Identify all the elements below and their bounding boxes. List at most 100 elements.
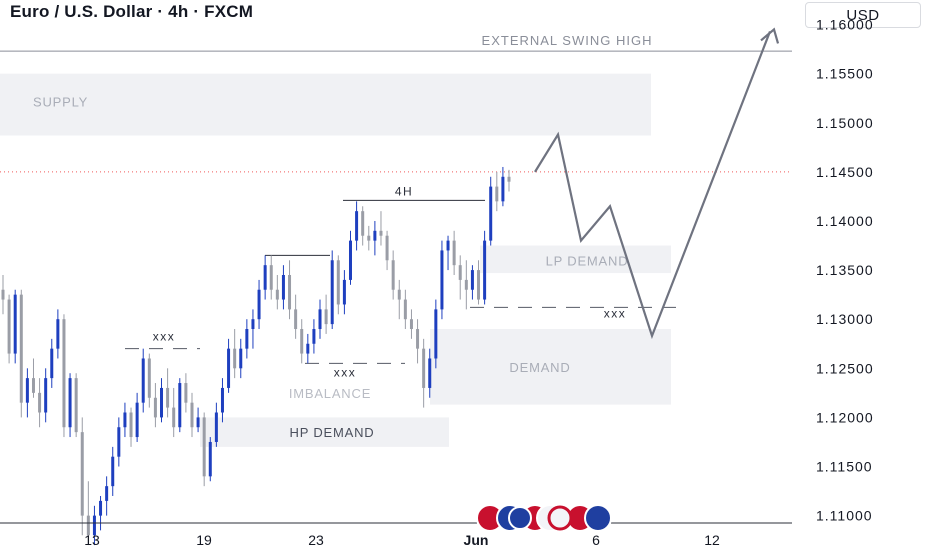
y-tick-label: 1.11000 xyxy=(816,508,873,524)
candle xyxy=(489,176,493,246)
candle xyxy=(239,338,243,379)
candle xyxy=(361,206,365,246)
candle-body xyxy=(367,235,371,241)
candle xyxy=(446,235,450,271)
candle xyxy=(178,378,182,433)
candle-body xyxy=(312,329,316,344)
candle-body xyxy=(160,387,164,418)
annotation-label: 4H xyxy=(395,184,413,198)
candle xyxy=(105,476,109,516)
candle-body xyxy=(135,402,139,438)
candle-body xyxy=(184,383,188,403)
candle-body xyxy=(141,358,145,403)
x-tick-label: 12 xyxy=(704,532,720,548)
candle xyxy=(263,255,267,300)
candle xyxy=(86,481,90,546)
candle-body xyxy=(178,383,182,428)
candle-body xyxy=(56,319,60,349)
zone-label: LP DEMAND xyxy=(546,254,629,269)
candle xyxy=(129,407,133,447)
candle-body xyxy=(318,309,322,330)
candle-body xyxy=(190,402,194,428)
candle xyxy=(294,294,298,339)
candle xyxy=(348,230,352,285)
candle-body xyxy=(86,515,90,536)
candle xyxy=(330,250,334,330)
candle-body xyxy=(44,378,48,413)
candle xyxy=(50,338,54,388)
candle-body xyxy=(62,319,66,428)
candle-body xyxy=(409,319,413,330)
candle-body xyxy=(147,358,151,398)
candle-body xyxy=(342,279,346,305)
candle-body xyxy=(25,378,29,403)
candle xyxy=(208,437,212,482)
candle-body xyxy=(227,348,231,388)
candle-body xyxy=(385,235,389,261)
candle xyxy=(300,319,304,364)
currency-selector[interactable]: USD xyxy=(805,2,921,28)
candle xyxy=(202,412,206,487)
candle xyxy=(385,230,389,271)
candle-body xyxy=(428,358,432,388)
candle xyxy=(306,333,310,364)
candle xyxy=(428,348,432,398)
x-tick-label: Jun xyxy=(464,532,489,548)
candle-body xyxy=(233,348,237,369)
candle xyxy=(111,446,115,496)
candle xyxy=(416,319,420,364)
candle xyxy=(312,319,316,354)
x-tick-label: 19 xyxy=(196,532,212,548)
annotation-label: xxx xyxy=(334,365,357,379)
candle xyxy=(288,260,292,320)
annotation-label: xxx xyxy=(153,330,176,344)
candle xyxy=(56,309,60,359)
candle-body xyxy=(483,240,487,300)
candle xyxy=(409,309,413,339)
candle xyxy=(495,171,499,212)
candle-body xyxy=(446,240,450,251)
zone-label: SUPPLY xyxy=(33,95,88,110)
candle-body xyxy=(202,417,206,477)
candle xyxy=(80,417,84,536)
swing-high-label: EXTERNAL SWING HIGH xyxy=(482,33,653,48)
candle-body xyxy=(507,176,511,182)
candle xyxy=(7,294,11,364)
candles-layer xyxy=(1,166,511,546)
x-tick-label: 23 xyxy=(308,532,324,548)
candle-body xyxy=(74,378,78,433)
candle xyxy=(440,240,444,320)
candle-body xyxy=(7,299,11,354)
us-flag-icon xyxy=(547,505,573,531)
candle-body xyxy=(31,378,35,393)
y-tick-label: 1.14500 xyxy=(816,164,874,180)
eu-flag-icon xyxy=(508,506,532,530)
candle-body xyxy=(355,211,359,241)
candle xyxy=(62,314,66,438)
candle-body xyxy=(416,329,420,349)
y-tick-label: 1.11500 xyxy=(816,459,873,475)
candle xyxy=(324,294,328,334)
candle xyxy=(391,250,395,300)
candle-body xyxy=(239,348,243,369)
candle xyxy=(336,255,340,315)
candle-body xyxy=(294,309,298,330)
candle xyxy=(31,358,35,398)
candle-body xyxy=(281,275,285,300)
candle-body xyxy=(68,378,72,428)
candle-body xyxy=(117,427,121,457)
zone-lp-demand xyxy=(480,245,671,274)
candle-body xyxy=(501,176,505,202)
y-tick-label: 1.14000 xyxy=(816,213,874,229)
candle-body xyxy=(166,387,170,408)
candle xyxy=(13,289,17,364)
candle xyxy=(68,373,72,438)
candle xyxy=(355,201,359,251)
candle xyxy=(220,378,224,423)
candle-body xyxy=(263,265,267,290)
candle-body xyxy=(172,407,176,428)
candle-body xyxy=(397,289,401,300)
candle-body xyxy=(361,211,365,236)
candle-body xyxy=(208,441,212,477)
